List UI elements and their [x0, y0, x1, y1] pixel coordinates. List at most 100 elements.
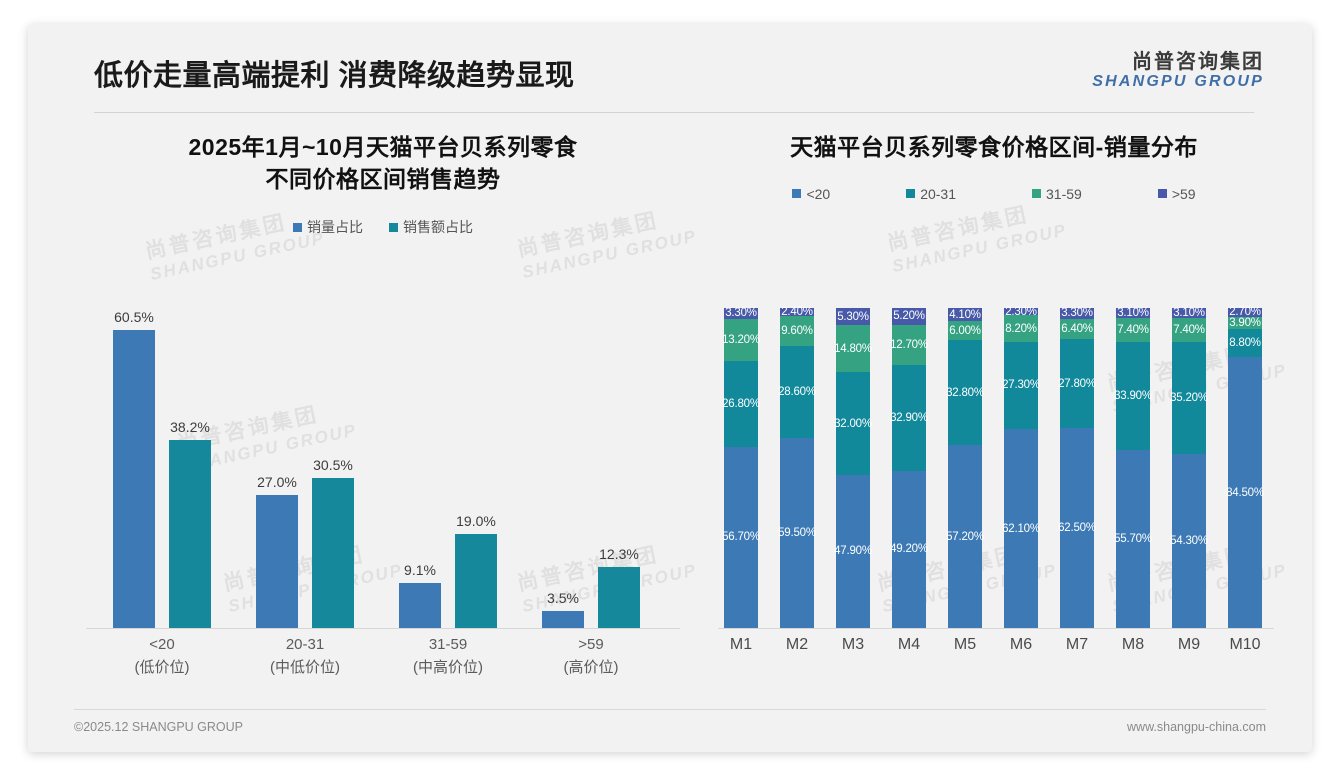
stacked-bar[interactable]: 5.30% 14.80% 32.00% 47.90% — [834, 308, 872, 628]
stacked-segment[interactable]: 62.10% — [1002, 429, 1040, 628]
stacked-segment[interactable]: 5.20% — [892, 308, 926, 325]
stacked-bar[interactable]: 2.70% 3.90% 8.80% 84.50% — [1226, 306, 1264, 628]
segment-value-label: 62.10% — [1002, 522, 1040, 535]
legend-item[interactable]: 销售额占比 — [389, 217, 473, 237]
stacked-segment[interactable]: 55.70% — [1114, 449, 1152, 628]
stacked-segment[interactable]: 49.20% — [890, 470, 928, 628]
legend-swatch-icon — [293, 222, 302, 232]
stacked-segment[interactable]: 57.20% — [946, 445, 984, 628]
x-axis-tick-label: M9 — [1177, 636, 1201, 653]
stacked-segment[interactable]: 54.30% — [1170, 454, 1208, 628]
stacked-segment[interactable]: 7.40% — [1116, 317, 1150, 342]
bar-column[interactable]: 30.5% — [312, 308, 354, 628]
segment-value-label: 33.90% — [1114, 389, 1152, 402]
stacked-bar[interactable]: 3.30% 13.20% 26.80% 56.70% — [722, 307, 760, 628]
stacked-segment[interactable]: 3.90% — [1228, 316, 1262, 330]
bar-rect[interactable] — [256, 495, 298, 628]
stacked-segment[interactable]: 32.00% — [834, 372, 872, 475]
stacked-segment[interactable]: 4.10% — [948, 308, 982, 322]
segment-value-label: 26.80% — [722, 397, 760, 410]
legend-item[interactable]: >59 — [1157, 186, 1196, 202]
segment-value-label: 14.80% — [834, 342, 872, 355]
legend-item[interactable]: <20 — [792, 186, 830, 202]
stacked-segment[interactable]: 62.50% — [1058, 428, 1096, 628]
legend-item[interactable]: 20-31 — [906, 186, 956, 202]
segment-value-label: 84.50% — [1226, 486, 1264, 499]
segment-value-label: 3.10% — [1173, 307, 1205, 319]
stacked-segment[interactable]: 2.40% — [780, 306, 814, 318]
stacked-segment[interactable]: 2.30% — [1004, 306, 1038, 318]
stacked-segment[interactable]: 6.00% — [948, 321, 982, 341]
bar-column[interactable]: 60.5% — [113, 308, 155, 628]
bar-value-label: 19.0% — [456, 513, 496, 530]
stacked-bar[interactable]: 3.10% 7.40% 33.90% 55.70% — [1114, 307, 1152, 628]
stacked-segment[interactable]: 32.80% — [946, 340, 984, 446]
stacked-bar[interactable]: 5.20% 12.70% 32.90% 49.20% — [890, 308, 928, 628]
bar-rect[interactable] — [312, 477, 354, 628]
stacked-segment[interactable]: 8.80% — [1228, 329, 1262, 358]
stacked-segment[interactable]: 27.80% — [1058, 339, 1096, 428]
stacked-segment[interactable]: 56.70% — [722, 446, 760, 628]
stacked-segment[interactable]: 3.30% — [1060, 307, 1094, 319]
stacked-segment[interactable]: 5.30% — [836, 308, 870, 325]
tick-sublabel: (低价位) — [134, 658, 190, 676]
stacked-segment[interactable]: 3.30% — [724, 307, 758, 319]
stacked-segment[interactable]: 6.40% — [1060, 318, 1094, 340]
stacked-segment[interactable]: 59.50% — [778, 437, 816, 628]
stacked-segment[interactable]: 9.60% — [780, 315, 814, 347]
bar-rect[interactable] — [598, 567, 640, 628]
stacked-segment[interactable]: 7.40% — [1172, 317, 1206, 342]
x-axis-tick-label: M6 — [1009, 636, 1033, 653]
bar-rect[interactable] — [169, 439, 211, 628]
stacked-bar[interactable]: 3.10% 7.40% 35.20% 54.30% — [1170, 307, 1208, 628]
stacked-segment[interactable]: 33.90% — [1114, 341, 1152, 450]
stacked-segment[interactable]: 3.10% — [1172, 307, 1206, 319]
bar-column[interactable]: 19.0% — [455, 308, 497, 628]
stacked-bar[interactable]: 2.40% 9.60% 28.60% 59.50% — [778, 306, 816, 628]
tick-sublabel: (中低价位) — [270, 658, 340, 676]
footer-divider — [74, 709, 1266, 710]
bar-column[interactable]: 27.0% — [256, 308, 298, 628]
chart-title-line-2: 不同价格区间销售趋势 — [265, 165, 501, 192]
segment-value-label: 27.80% — [1058, 377, 1096, 390]
bar-rect[interactable] — [113, 330, 155, 628]
legend-swatch-icon — [792, 189, 802, 199]
stacked-segment[interactable]: 84.50% — [1226, 357, 1264, 628]
stacked-bar[interactable]: 2.30% 8.20% 27.30% 62.10% — [1002, 306, 1040, 628]
bar-column[interactable]: 3.5% — [542, 308, 584, 628]
x-axis-tick-label: <20 (低价位) — [98, 634, 226, 679]
legend-label: 销量占比 — [307, 219, 363, 236]
legend-label: 销售额占比 — [403, 219, 473, 236]
footer-website[interactable]: www.shangpu-china.com — [1127, 720, 1266, 734]
chart-panel-sales-trend: 2025年1月~10月天猫平台贝系列零食 不同价格区间销售趋势 销量占比 销售额占… — [68, 132, 698, 702]
stacked-segment[interactable]: 27.30% — [1002, 341, 1040, 430]
bar-rect[interactable] — [542, 610, 584, 628]
bar-column[interactable]: 38.2% — [169, 308, 211, 628]
stacked-bar[interactable]: 4.10% 6.00% 32.80% 57.20% — [946, 308, 984, 628]
stacked-segment[interactable]: 28.60% — [778, 346, 816, 438]
stacked-segment[interactable]: 35.20% — [1170, 341, 1208, 455]
legend-label: 31-59 — [1046, 185, 1082, 202]
stacked-segment[interactable]: 2.70% — [1228, 306, 1262, 318]
stacked-segment[interactable]: 14.80% — [834, 324, 872, 373]
bar-column[interactable]: 9.1% — [399, 308, 441, 628]
stacked-segment[interactable]: 8.20% — [1004, 315, 1038, 342]
bar-group: 3.5% 12.3% — [527, 308, 655, 628]
brand-name-en: SHANGPU GROUP — [1092, 73, 1264, 90]
stacked-segment[interactable]: 32.90% — [890, 365, 928, 471]
stacked-segment[interactable]: 3.10% — [1116, 307, 1150, 319]
legend-item[interactable]: 销量占比 — [293, 217, 363, 237]
tick-range: 20-31 — [285, 636, 325, 653]
tick-range: >59 — [578, 636, 604, 653]
stacked-segment[interactable]: 12.70% — [890, 324, 928, 366]
bar-rect[interactable] — [455, 534, 497, 628]
bar-rect[interactable] — [399, 583, 441, 628]
stacked-segment[interactable]: 13.20% — [722, 318, 760, 361]
stacked-segment[interactable]: 26.80% — [722, 360, 760, 447]
legend-item[interactable]: 31-59 — [1032, 186, 1082, 202]
bar-column[interactable]: 12.3% — [598, 308, 640, 628]
stacked-segment[interactable]: 47.90% — [834, 474, 872, 628]
stacked-bar[interactable]: 3.30% 6.40% 27.80% 62.50% — [1058, 307, 1096, 628]
x-axis-tick-label: M3 — [841, 636, 865, 653]
page-title: 低价走量高端提利 消费降级趋势显现 — [94, 60, 575, 92]
